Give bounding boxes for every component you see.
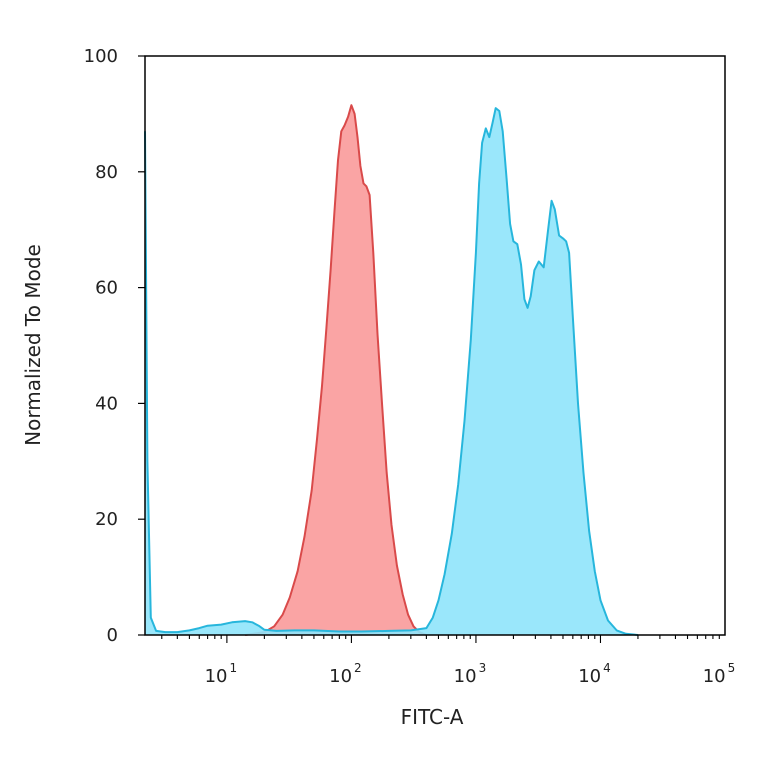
series-2-outline <box>144 107 639 636</box>
x-tick-label: 10 1 <box>205 661 238 687</box>
y-axis-ticks: 0 20 40 60 80 100 <box>84 46 145 646</box>
plot-frame <box>144 55 726 636</box>
x-tick-label: 10 2 <box>329 661 362 687</box>
x-axis-ticks: 10 1 10 2 10 3 10 4 10 5 <box>161 635 736 687</box>
x-tick-label: 10 4 <box>578 661 611 687</box>
x-tick-label: 10 5 <box>703 661 736 687</box>
y-tick-label: 60 <box>95 278 118 299</box>
y-tick-label: 40 <box>95 393 118 414</box>
plot-series-group <box>144 104 639 636</box>
series-2-area <box>145 108 638 636</box>
series-1-outline <box>244 104 427 636</box>
y-axis-title: Normalized To Mode <box>21 244 45 446</box>
x-axis-title: FITC-A <box>401 705 464 729</box>
y-tick-label: 0 <box>107 625 118 646</box>
x-tick-label: 10 3 <box>454 661 487 687</box>
y-tick-label: 100 <box>84 46 118 67</box>
series-1-area <box>245 105 427 635</box>
y-tick-label: 80 <box>95 162 118 183</box>
y-tick-label: 20 <box>95 509 118 530</box>
